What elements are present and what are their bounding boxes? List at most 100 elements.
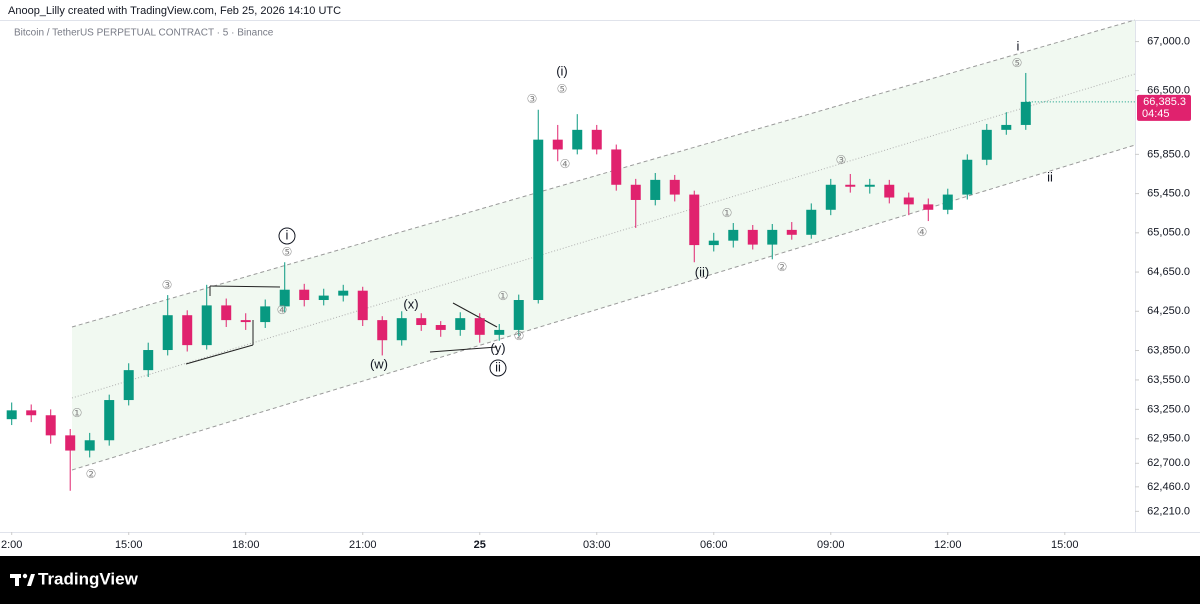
candle-body bbox=[591, 129, 602, 150]
candle-body bbox=[357, 290, 368, 321]
y-tick-label: 67,000.0 bbox=[1147, 35, 1190, 47]
candle-body bbox=[221, 305, 232, 321]
candle-body bbox=[318, 295, 329, 301]
wave-label: (ii) bbox=[695, 264, 709, 279]
candle-body bbox=[45, 415, 56, 436]
x-tick-label: 03:00 bbox=[583, 539, 611, 551]
candle-body bbox=[864, 184, 875, 187]
candle-body bbox=[396, 318, 407, 341]
candle-body bbox=[884, 184, 895, 198]
candle-body bbox=[611, 149, 622, 185]
wave-label: i bbox=[1017, 38, 1020, 53]
candle-body bbox=[104, 400, 115, 441]
wave-label: ① bbox=[722, 206, 733, 220]
footer-brand: TradingView bbox=[38, 569, 139, 588]
header-bar bbox=[0, 0, 1200, 20]
wave-label: ④ bbox=[560, 157, 571, 171]
tv-logo bbox=[10, 573, 35, 586]
y-tick-label: 65,450.0 bbox=[1147, 188, 1190, 200]
wave-label: ⑤ bbox=[557, 82, 568, 96]
candle-body bbox=[377, 320, 388, 341]
channel-mid bbox=[71, 73, 1136, 399]
candle-body bbox=[689, 194, 700, 246]
wave-label: ④ bbox=[917, 225, 928, 239]
candle-body bbox=[669, 179, 680, 195]
wave-label: ④ bbox=[277, 303, 288, 317]
y-tick-label: 63,850.0 bbox=[1147, 344, 1190, 356]
candle-body bbox=[942, 194, 953, 210]
channel-upper bbox=[71, 19, 1136, 328]
wave-label: ② bbox=[514, 329, 525, 343]
candle-body bbox=[786, 229, 797, 235]
candle-body bbox=[845, 184, 856, 187]
y-tick-label: 65,050.0 bbox=[1147, 227, 1190, 239]
x-tick-label: 18:00 bbox=[232, 539, 260, 551]
candle-body bbox=[825, 184, 836, 210]
candle-body bbox=[435, 325, 446, 330]
x-tick-label: 12:00 bbox=[934, 539, 962, 551]
wave-label: ② bbox=[86, 467, 97, 481]
wave-label: ① bbox=[498, 289, 509, 303]
candle-body bbox=[650, 179, 661, 200]
wave-label: ⑤ bbox=[1012, 56, 1023, 70]
candle-body bbox=[416, 318, 427, 326]
wave-label: (x) bbox=[403, 296, 418, 311]
last-price-tag bbox=[1137, 94, 1191, 121]
candle-body bbox=[630, 184, 641, 200]
y-tick-label: 62,950.0 bbox=[1147, 433, 1190, 445]
candle-body bbox=[474, 318, 485, 335]
candle-body bbox=[962, 159, 973, 195]
last-price-label: 66,385.3 bbox=[1143, 96, 1186, 108]
candle-body bbox=[299, 289, 310, 301]
x-tick-label: 15:00 bbox=[1051, 539, 1079, 551]
y-tick-label: 63,550.0 bbox=[1147, 374, 1190, 386]
x-tick-label: 21:00 bbox=[349, 539, 377, 551]
channel-lower bbox=[71, 144, 1136, 471]
y-tick-label: 62,460.0 bbox=[1147, 481, 1190, 493]
wave-label: i bbox=[286, 227, 289, 242]
candle-body bbox=[923, 204, 934, 210]
candle-body bbox=[162, 315, 173, 351]
candle-body bbox=[513, 300, 524, 330]
candle-body bbox=[182, 315, 193, 346]
wave-label: ii bbox=[1047, 169, 1053, 184]
y-tick-label: 62,700.0 bbox=[1147, 457, 1190, 469]
candle-body bbox=[903, 197, 914, 205]
candle-body bbox=[728, 229, 739, 241]
wave-label: ③ bbox=[527, 92, 538, 106]
x-tick-label: 25 bbox=[474, 539, 486, 551]
candle-body bbox=[338, 290, 349, 296]
candle-body bbox=[201, 305, 212, 346]
channel-fill bbox=[72, 20, 1135, 470]
wave-label: (y) bbox=[490, 340, 505, 355]
wave-label: ⑤ bbox=[282, 245, 293, 259]
x-tick-label: 06:00 bbox=[700, 539, 728, 551]
wave-label: ③ bbox=[162, 278, 173, 292]
wave-label: ii bbox=[495, 359, 501, 374]
candle-body bbox=[552, 139, 563, 150]
candle-body bbox=[533, 139, 544, 301]
y-tick-label: 66,500.0 bbox=[1147, 85, 1190, 97]
candle-body bbox=[26, 410, 37, 416]
wave-circle bbox=[489, 359, 507, 377]
x-tick-label: 2:00 bbox=[1, 539, 22, 551]
footer-bar bbox=[0, 556, 1200, 604]
candle-body bbox=[260, 306, 271, 323]
candle-body bbox=[1020, 101, 1031, 125]
y-tick-label: 63,250.0 bbox=[1147, 403, 1190, 415]
wave-label: ② bbox=[777, 260, 788, 274]
candle-body bbox=[767, 229, 778, 245]
candle-body bbox=[747, 229, 758, 245]
candle-body bbox=[6, 410, 17, 420]
countdown-label: 04:45 bbox=[1142, 108, 1170, 120]
pattern-lines bbox=[185, 285, 498, 365]
wave-label: (i) bbox=[556, 63, 568, 78]
candle-body bbox=[572, 129, 583, 150]
candle-body bbox=[806, 209, 817, 235]
candle-body bbox=[65, 435, 76, 451]
wave-label: ① bbox=[72, 406, 83, 420]
candle-body bbox=[143, 350, 154, 371]
y-tick-label: 64,650.0 bbox=[1147, 266, 1190, 278]
